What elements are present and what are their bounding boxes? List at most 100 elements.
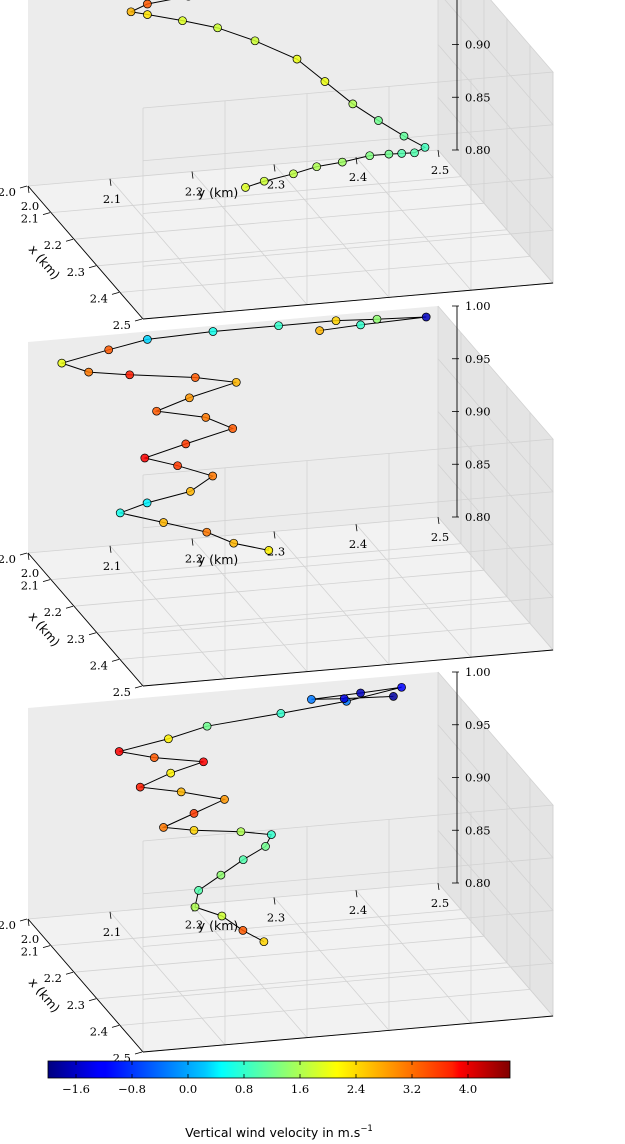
trajectory-point (259, 937, 269, 947)
x-tick-label: 2.4 (90, 658, 108, 672)
x-axis-line (27, 552, 144, 687)
y-tick-mark (109, 545, 112, 553)
trajectory-point (159, 823, 168, 832)
y-tick-label: 2.5 (431, 896, 449, 910)
y-axis-line (142, 649, 554, 687)
z-tick-label: 0.80 (465, 510, 491, 524)
z-tick-label: 0.95 (465, 718, 491, 732)
trajectory-point (186, 487, 195, 496)
floor-pane (28, 517, 553, 686)
back-pane (28, 0, 438, 186)
trajectory-point (125, 370, 135, 380)
grid-line-z (142, 96, 554, 267)
trajectory-point (202, 527, 212, 537)
trajectory-point (216, 870, 226, 880)
x-tick-label: 2.2 (44, 238, 62, 252)
x-tick-label: 2.3 (67, 265, 85, 279)
x-tick-mark (88, 265, 97, 269)
trajectory-point (190, 902, 200, 912)
back-pane (28, 672, 438, 919)
y-tick-mark (273, 897, 276, 905)
x-tick-label: 2.5 (113, 685, 131, 699)
x-tick-mark (111, 292, 120, 295)
trajectory-point (189, 809, 199, 818)
x-tick-label: 2.2 (44, 605, 62, 619)
trajectory-point (372, 314, 382, 324)
trajectory-point (420, 142, 430, 152)
y-tick-mark (191, 538, 194, 546)
x-tick-mark (19, 552, 28, 556)
trajectory-point (365, 151, 375, 161)
x-tick-label: 2.3 (67, 998, 85, 1012)
y-tick-label: 2.2 (185, 552, 203, 566)
x-tick-mark (19, 918, 28, 922)
trajectory-point (337, 157, 347, 167)
colorbar-label-superscript: −1 (360, 1124, 373, 1134)
trajectory-point (143, 0, 152, 9)
z-tick-label: 0.80 (465, 876, 491, 890)
colorbar-tick-label: −1.6 (62, 1082, 90, 1096)
trajectory-point (410, 148, 419, 158)
z-tick-label: 1.00 (465, 299, 491, 313)
trajectory-point (331, 316, 341, 326)
z-tick-label: 0.85 (465, 823, 491, 837)
colorbar-tick-label: −0.8 (118, 1082, 146, 1096)
x-tick-mark (42, 212, 51, 215)
y-axis-label: y (km) (198, 918, 239, 933)
y-tick-label: 2.2 (185, 185, 203, 199)
x-tick-label: 2.1 (21, 212, 39, 226)
y-tick-mark (273, 164, 276, 172)
trajectory-point (339, 694, 349, 703)
x-tick-mark (88, 632, 97, 636)
trajectory-point (292, 54, 302, 64)
trajectory-point (259, 176, 269, 186)
trajectory-point (289, 169, 298, 179)
trajectory-point (194, 886, 203, 895)
x-tick-mark (65, 971, 74, 975)
y-tick-label: 2.1 (103, 925, 121, 939)
x-tick-label: 2.2 (44, 971, 62, 985)
trajectory-point (356, 320, 365, 330)
trajectory-point (166, 768, 176, 778)
trajectory-point (238, 926, 248, 935)
trajectory-point (104, 345, 114, 355)
grid-line-z (142, 829, 554, 1000)
trajectory-point (320, 77, 330, 86)
trajectory-point (348, 99, 358, 109)
trajectory-point (185, 393, 194, 403)
y-tick-mark (437, 516, 440, 525)
trajectory-point (397, 149, 407, 158)
y-axis-label: y (km) (198, 552, 239, 567)
trajectory-point (189, 825, 199, 835)
floor-pane (28, 883, 553, 1052)
trajectory-point (201, 413, 211, 422)
trajectory-point (231, 377, 241, 387)
grid-line-z (142, 671, 554, 842)
y-tick-mark (109, 178, 112, 186)
y-tick-label: 2.0 (21, 932, 39, 946)
trajectory-point (173, 461, 182, 471)
x-tick-label: 2.0 (0, 552, 16, 566)
colorbar-tick-label: 1.6 (291, 1082, 309, 1096)
z-tick-label: 1.00 (465, 665, 491, 679)
trajectory-point (181, 439, 191, 449)
x-tick-label: 2.1 (21, 579, 39, 593)
trajectory-point (276, 709, 286, 718)
y-axis-line (142, 282, 554, 320)
colorbar-label: Vertical wind velocity in m.s−1 (185, 1124, 373, 1140)
colorbar-tick-label: 3.2 (403, 1082, 421, 1096)
y-tick-label: 2.4 (349, 537, 367, 551)
trajectory-point (143, 335, 152, 344)
y-tick-mark (27, 552, 30, 561)
trajectory-point (397, 682, 406, 692)
trajectory-point (142, 498, 152, 508)
z-tick-label: 0.80 (465, 143, 491, 157)
y-tick-mark (109, 911, 112, 919)
trajectory-point (250, 36, 260, 46)
trajectory-point (389, 692, 398, 701)
trajectory-point (152, 406, 161, 416)
x-tick-mark (134, 685, 143, 689)
x-tick-mark (111, 1025, 120, 1028)
y-tick-label: 2.4 (349, 170, 367, 184)
trajectory-point (238, 855, 248, 865)
